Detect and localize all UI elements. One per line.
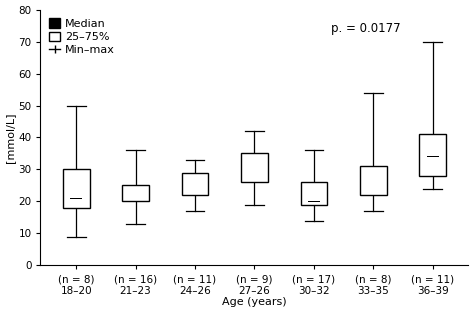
Bar xyxy=(427,156,439,157)
Bar xyxy=(308,201,320,202)
Legend: Median, 25–75%, Min–max: Median, 25–75%, Min–max xyxy=(46,15,118,59)
Y-axis label: [mmol/L]: [mmol/L] xyxy=(6,112,16,163)
Bar xyxy=(122,186,149,202)
Bar xyxy=(182,173,209,195)
Bar xyxy=(63,169,90,208)
Text: p. = 0.0177: p. = 0.0177 xyxy=(331,22,401,35)
Bar xyxy=(301,182,327,205)
Bar xyxy=(419,134,446,176)
Bar xyxy=(241,153,268,182)
Bar xyxy=(360,166,387,195)
X-axis label: Age (years): Age (years) xyxy=(222,297,287,307)
